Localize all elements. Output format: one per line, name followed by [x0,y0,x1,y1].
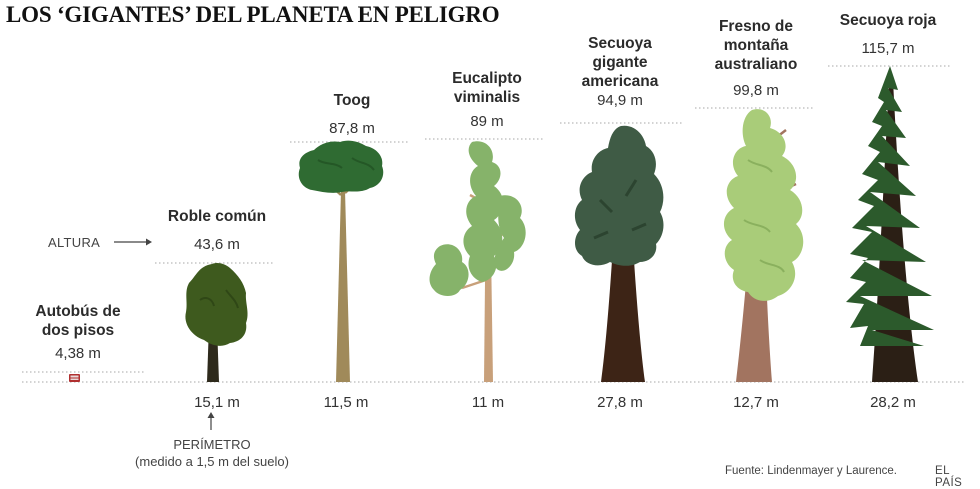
height-toog: 87,8 m [329,120,375,137]
toog-tree-icon [298,140,384,382]
label-name-toog: Toog [333,92,371,109]
legend-perimeter-note: (medido a 1,5 m del suelo) [135,454,289,469]
perimeter-mountain-ash: 12,7 m [733,394,779,411]
perimeter-redwood: 28,2 m [870,394,916,411]
bus-icon [69,374,80,382]
trees-illustration [22,65,965,430]
perimeter-giant-sequoia: 27,8 m [597,394,643,411]
legend-height-label: ALTURA [48,235,101,250]
height-mountain-ash: 99,8 m [733,82,779,99]
height-giant-sequoia: 94,9 m [597,92,643,109]
height-eucalyptus: 89 m [470,113,504,130]
perimeter-eucalyptus: 11 m [471,394,505,411]
perimeter-oak: 15,1 m [194,394,240,411]
legend-perimeter: PERÍMETRO (medido a 1,5 m del suelo) [112,436,312,470]
eucalyptus-tree-icon [429,141,526,382]
label-name-oak: Roble común [167,208,267,225]
label-name-eucalyptus: Eucalipto viminalis [452,70,522,106]
height-bus: 4,38 m [55,345,101,362]
mountain-ash-tree-icon [723,109,804,382]
label-name-bus: Autobús de dos pisos [35,303,121,339]
page-title: LOS ‘GIGANTES’ DEL PLANETA EN PELIGRO [6,2,500,27]
label-name-mountain-ash: Fresno de montaña australiano [714,18,798,73]
label-name-redwood: Secuoya roja [839,12,937,29]
legend-arrows [114,238,215,430]
perimeter-toog: 11,5 m [323,394,369,411]
label-name-giant-sequoia: Secuoya gigante americana [581,35,659,90]
oak-tree-icon [185,263,248,382]
height-redwood: 115,7 m [861,40,915,57]
legend-perimeter-label: PERÍMETRO [173,437,251,452]
giant-sequoia-tree-icon [574,125,664,382]
redwood-tree-icon [846,66,934,382]
height-oak: 43,6 m [194,236,240,253]
brand-logo: EL PAÍS [935,465,963,489]
source-credit: Fuente: Lindenmayer y Laurence. [725,465,897,477]
